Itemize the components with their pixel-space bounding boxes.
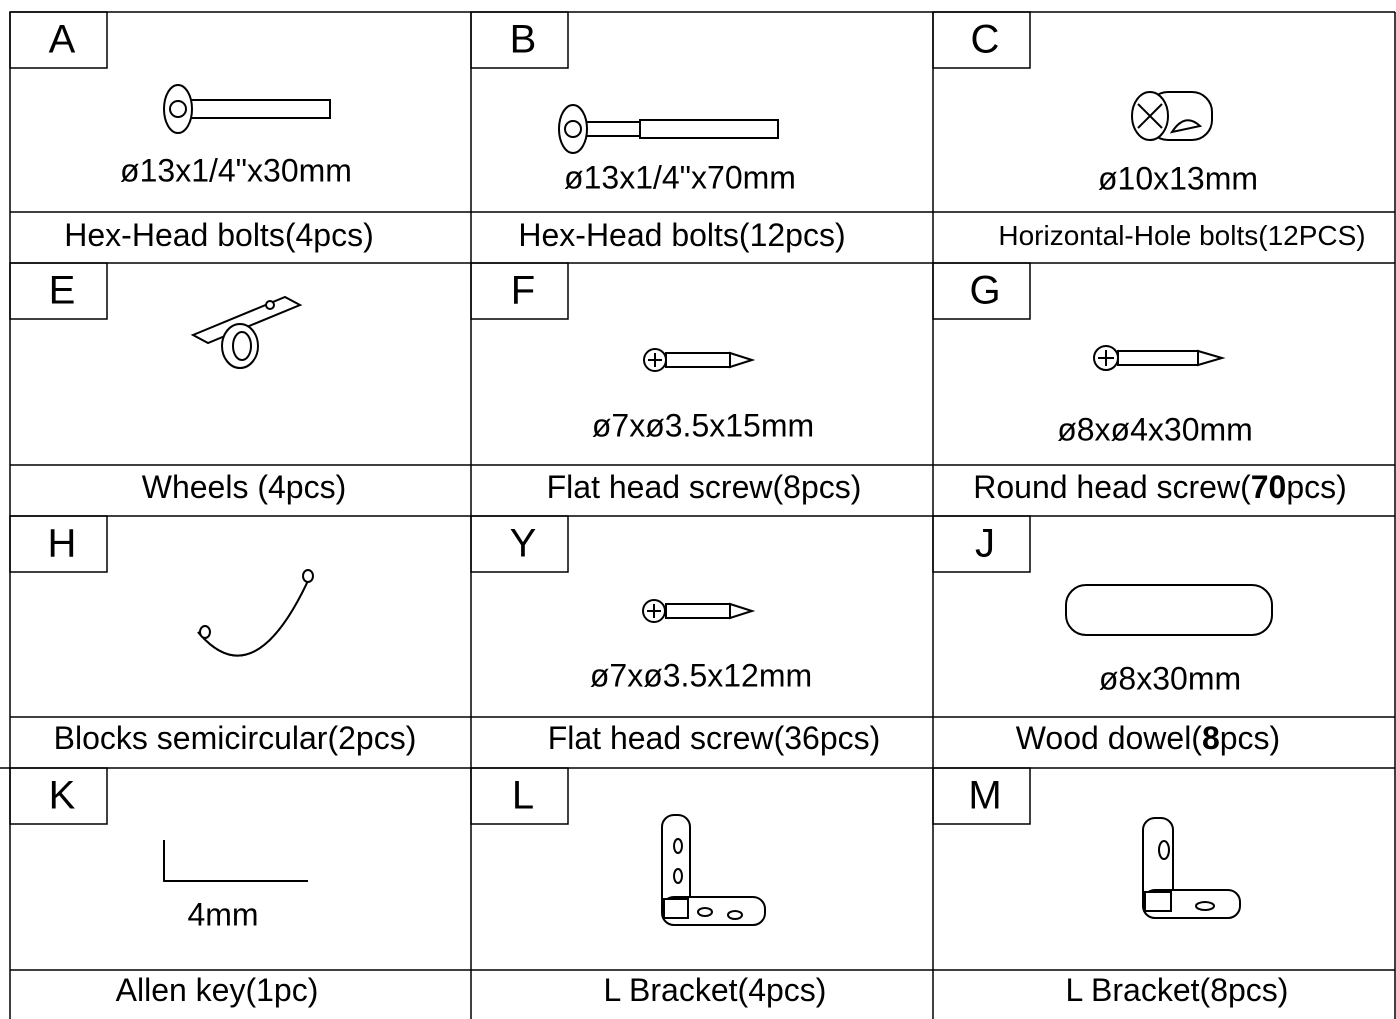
part-size: ø13x1/4"x30mm bbox=[120, 152, 352, 188]
part-size: ø8xø4x30mm bbox=[1057, 411, 1253, 447]
letter-box bbox=[9, 515, 108, 573]
part-letter: L bbox=[512, 774, 534, 818]
label-segment: Wheels (4pcs) bbox=[142, 469, 347, 505]
label-segment: 8 bbox=[1202, 720, 1220, 756]
letter-box bbox=[470, 262, 569, 320]
label-segment: Flat head screw(8pcs) bbox=[547, 469, 862, 505]
label-segment: pcs) bbox=[1220, 720, 1280, 756]
part-size: 4mm bbox=[187, 896, 258, 932]
label-segment: Horizontal-Hole bolts(12PCS) bbox=[998, 220, 1365, 251]
label-segment: L Bracket(8pcs) bbox=[1066, 972, 1289, 1008]
label-segment: Hex-Head bolts(12pcs) bbox=[518, 217, 845, 253]
part-letter: G bbox=[969, 269, 1000, 313]
letter-box bbox=[932, 767, 1031, 825]
part-label: Wheels (4pcs) bbox=[142, 469, 347, 505]
part-letter: A bbox=[49, 18, 76, 62]
part-letter: J bbox=[975, 522, 995, 566]
label-segment: Flat head screw(36pcs) bbox=[548, 720, 881, 756]
letter-box bbox=[470, 767, 569, 825]
part-size: ø7xø3.5x12mm bbox=[590, 657, 812, 693]
part-size: ø13x1/4"x70mm bbox=[564, 159, 796, 195]
letter-box bbox=[470, 515, 569, 573]
label-segment: 70 bbox=[1251, 469, 1287, 505]
letter-box bbox=[9, 767, 108, 825]
label-segment: pcs) bbox=[1286, 469, 1346, 505]
label-segment: L Bracket(4pcs) bbox=[604, 972, 827, 1008]
letter-box bbox=[932, 262, 1031, 320]
label-segment: Wood dowel( bbox=[1016, 720, 1203, 756]
part-label: Flat head screw(36pcs) bbox=[548, 720, 881, 756]
letter-box bbox=[932, 515, 1031, 573]
label-segment: Allen key(1pc) bbox=[116, 972, 319, 1008]
part-letter: E bbox=[49, 269, 76, 313]
letter-box bbox=[932, 11, 1031, 69]
part-letter: M bbox=[968, 774, 1001, 818]
part-letter: C bbox=[971, 18, 1000, 62]
letter-box bbox=[9, 262, 108, 320]
part-label: Wood dowel(8pcs) bbox=[1016, 720, 1280, 756]
label-segment: Blocks semicircular(2pcs) bbox=[54, 720, 417, 756]
part-size: ø10x13mm bbox=[1098, 160, 1258, 196]
part-label: Hex-Head bolts(4pcs) bbox=[64, 217, 373, 253]
part-letter: B bbox=[510, 18, 537, 62]
label-segment: Round head screw( bbox=[973, 469, 1251, 505]
part-label: L Bracket(4pcs) bbox=[604, 972, 827, 1008]
part-label: Allen key(1pc) bbox=[116, 972, 319, 1008]
part-letter: F bbox=[511, 269, 535, 313]
part-size: ø7xø3.5x15mm bbox=[592, 407, 814, 443]
label-segment: Hex-Head bolts(4pcs) bbox=[64, 217, 373, 253]
letter-box bbox=[9, 11, 108, 69]
part-label: Flat head screw(8pcs) bbox=[547, 469, 862, 505]
part-letter: H bbox=[48, 522, 77, 566]
part-label: Hex-Head bolts(12pcs) bbox=[518, 217, 845, 253]
part-letter: Y bbox=[510, 522, 537, 566]
part-label: L Bracket(8pcs) bbox=[1066, 972, 1289, 1008]
grid bbox=[0, 11, 1396, 1019]
part-size: ø8x30mm bbox=[1099, 660, 1241, 696]
part-letter: K bbox=[49, 774, 76, 818]
letter-box bbox=[470, 11, 569, 69]
part-label: Blocks semicircular(2pcs) bbox=[54, 720, 417, 756]
part-label: Horizontal-Hole bolts(12PCS) bbox=[998, 220, 1365, 251]
part-label: Round head screw(70pcs) bbox=[973, 469, 1347, 505]
icons bbox=[163, 84, 1273, 926]
